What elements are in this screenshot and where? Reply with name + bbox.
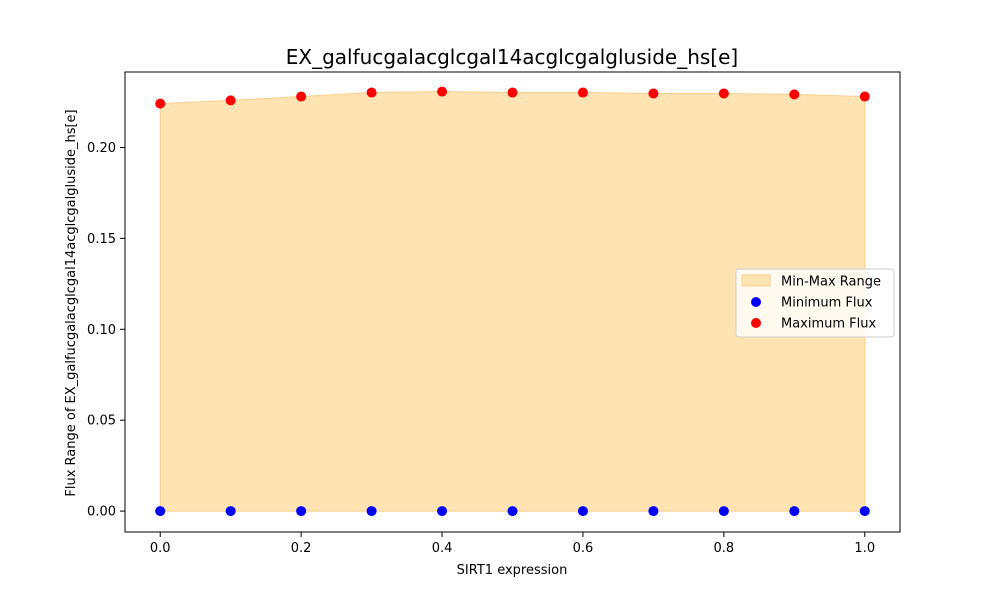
minimum-flux-point xyxy=(366,506,377,517)
minimum-flux-point xyxy=(648,506,659,517)
x-tick-label: 0.4 xyxy=(432,541,453,556)
y-tick-label: 0.05 xyxy=(87,414,116,429)
maximum-flux-point xyxy=(648,88,659,99)
y-tick-label: 0.10 xyxy=(87,323,116,338)
minimum-flux-point xyxy=(155,506,166,517)
plot-area xyxy=(155,86,870,517)
maximum-flux-point xyxy=(225,95,236,106)
minimum-flux-point xyxy=(296,506,307,517)
maximum-flux-point xyxy=(155,98,166,109)
legend-label-min-max-range: Min-Max Range xyxy=(781,275,881,290)
axes: 0.0 0.2 0.4 0.6 0.8 1.0 0.00 0.05 0.10 0.15 0.20 xyxy=(87,71,901,556)
legend-label-minimum-flux: Minimum Flux xyxy=(781,296,873,311)
maximum-flux-point xyxy=(437,86,448,97)
legend-marker-maximum-flux xyxy=(751,318,761,328)
legend-label-maximum-flux: Maximum Flux xyxy=(781,317,877,332)
maximum-flux-point xyxy=(859,91,870,102)
maximum-flux-point xyxy=(296,91,307,102)
minimum-flux-point xyxy=(718,506,729,517)
y-tick-label: 0.15 xyxy=(87,232,116,247)
minimum-flux-point xyxy=(859,506,870,517)
minimum-flux-point xyxy=(225,506,236,517)
maximum-flux-point xyxy=(718,88,729,99)
minimum-flux-point xyxy=(789,506,800,517)
maximum-flux-point xyxy=(789,89,800,100)
minimum-flux-point xyxy=(437,506,448,517)
y-tick-label: 0.20 xyxy=(87,141,116,156)
legend-box xyxy=(735,268,895,338)
minimum-flux-point xyxy=(577,506,588,517)
minimum-flux-point xyxy=(507,506,518,517)
legend-swatch-min-max-range xyxy=(741,274,771,287)
legend-marker-minimum-flux xyxy=(751,297,761,307)
y-axis-label: Flux Range of EX_galfucgalacglcgal14acgl… xyxy=(64,109,79,496)
x-tick-label: 0.0 xyxy=(150,541,171,556)
x-tick-label: 1.0 xyxy=(854,541,875,556)
maximum-flux-point xyxy=(577,87,588,98)
x-tick-label: 0.6 xyxy=(573,541,594,556)
maximum-flux-point xyxy=(507,87,518,98)
x-axis-label: SIRT1 expression xyxy=(457,563,568,578)
x-tick-label: 0.8 xyxy=(714,541,735,556)
maximum-flux-point xyxy=(366,87,377,98)
legend: Min-Max Range Minimum Flux Maximum Flux xyxy=(735,268,895,338)
axes-frame xyxy=(124,71,901,533)
y-tick-label: 0.00 xyxy=(87,505,116,520)
chart-title: EX_galfucgalacglcgal14acglcgalgluside_hs… xyxy=(286,45,738,69)
x-tick-label: 0.2 xyxy=(291,541,312,556)
